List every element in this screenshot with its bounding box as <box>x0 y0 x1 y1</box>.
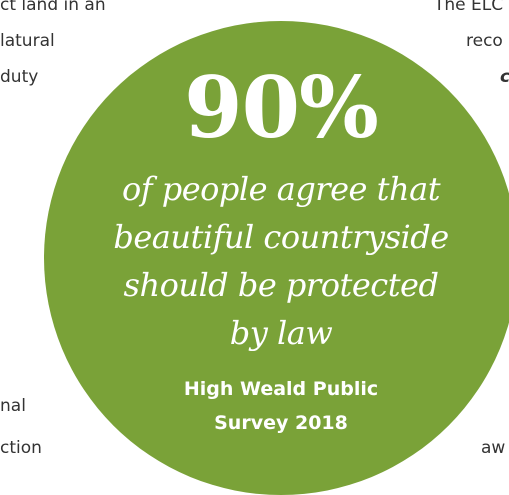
background-text-line: ct land in an <box>0 0 106 15</box>
background-text-line: duty <box>0 67 39 87</box>
callout-quote-line: beautiful countryside <box>113 218 449 256</box>
callout-quote-line: by law <box>229 314 333 352</box>
background-text-line: nal <box>0 396 26 416</box>
callout-source-line: Survey 2018 <box>214 412 348 434</box>
callout-quote-line: should be protected <box>123 266 439 304</box>
callout-quote-line: of people agree that <box>121 170 441 208</box>
callout-statistic: 90% <box>184 58 379 157</box>
background-text-line: aw <box>481 438 506 458</box>
callout-source-line: High Weald Public <box>183 378 379 400</box>
background-text-line: latural <box>0 31 55 51</box>
callout-circle <box>44 21 509 495</box>
background-text-line: ction <box>0 438 42 458</box>
background-text-line: c <box>500 69 509 86</box>
background-text-line: reco <box>466 31 503 51</box>
background-text-line: The ELC <box>434 0 504 15</box>
